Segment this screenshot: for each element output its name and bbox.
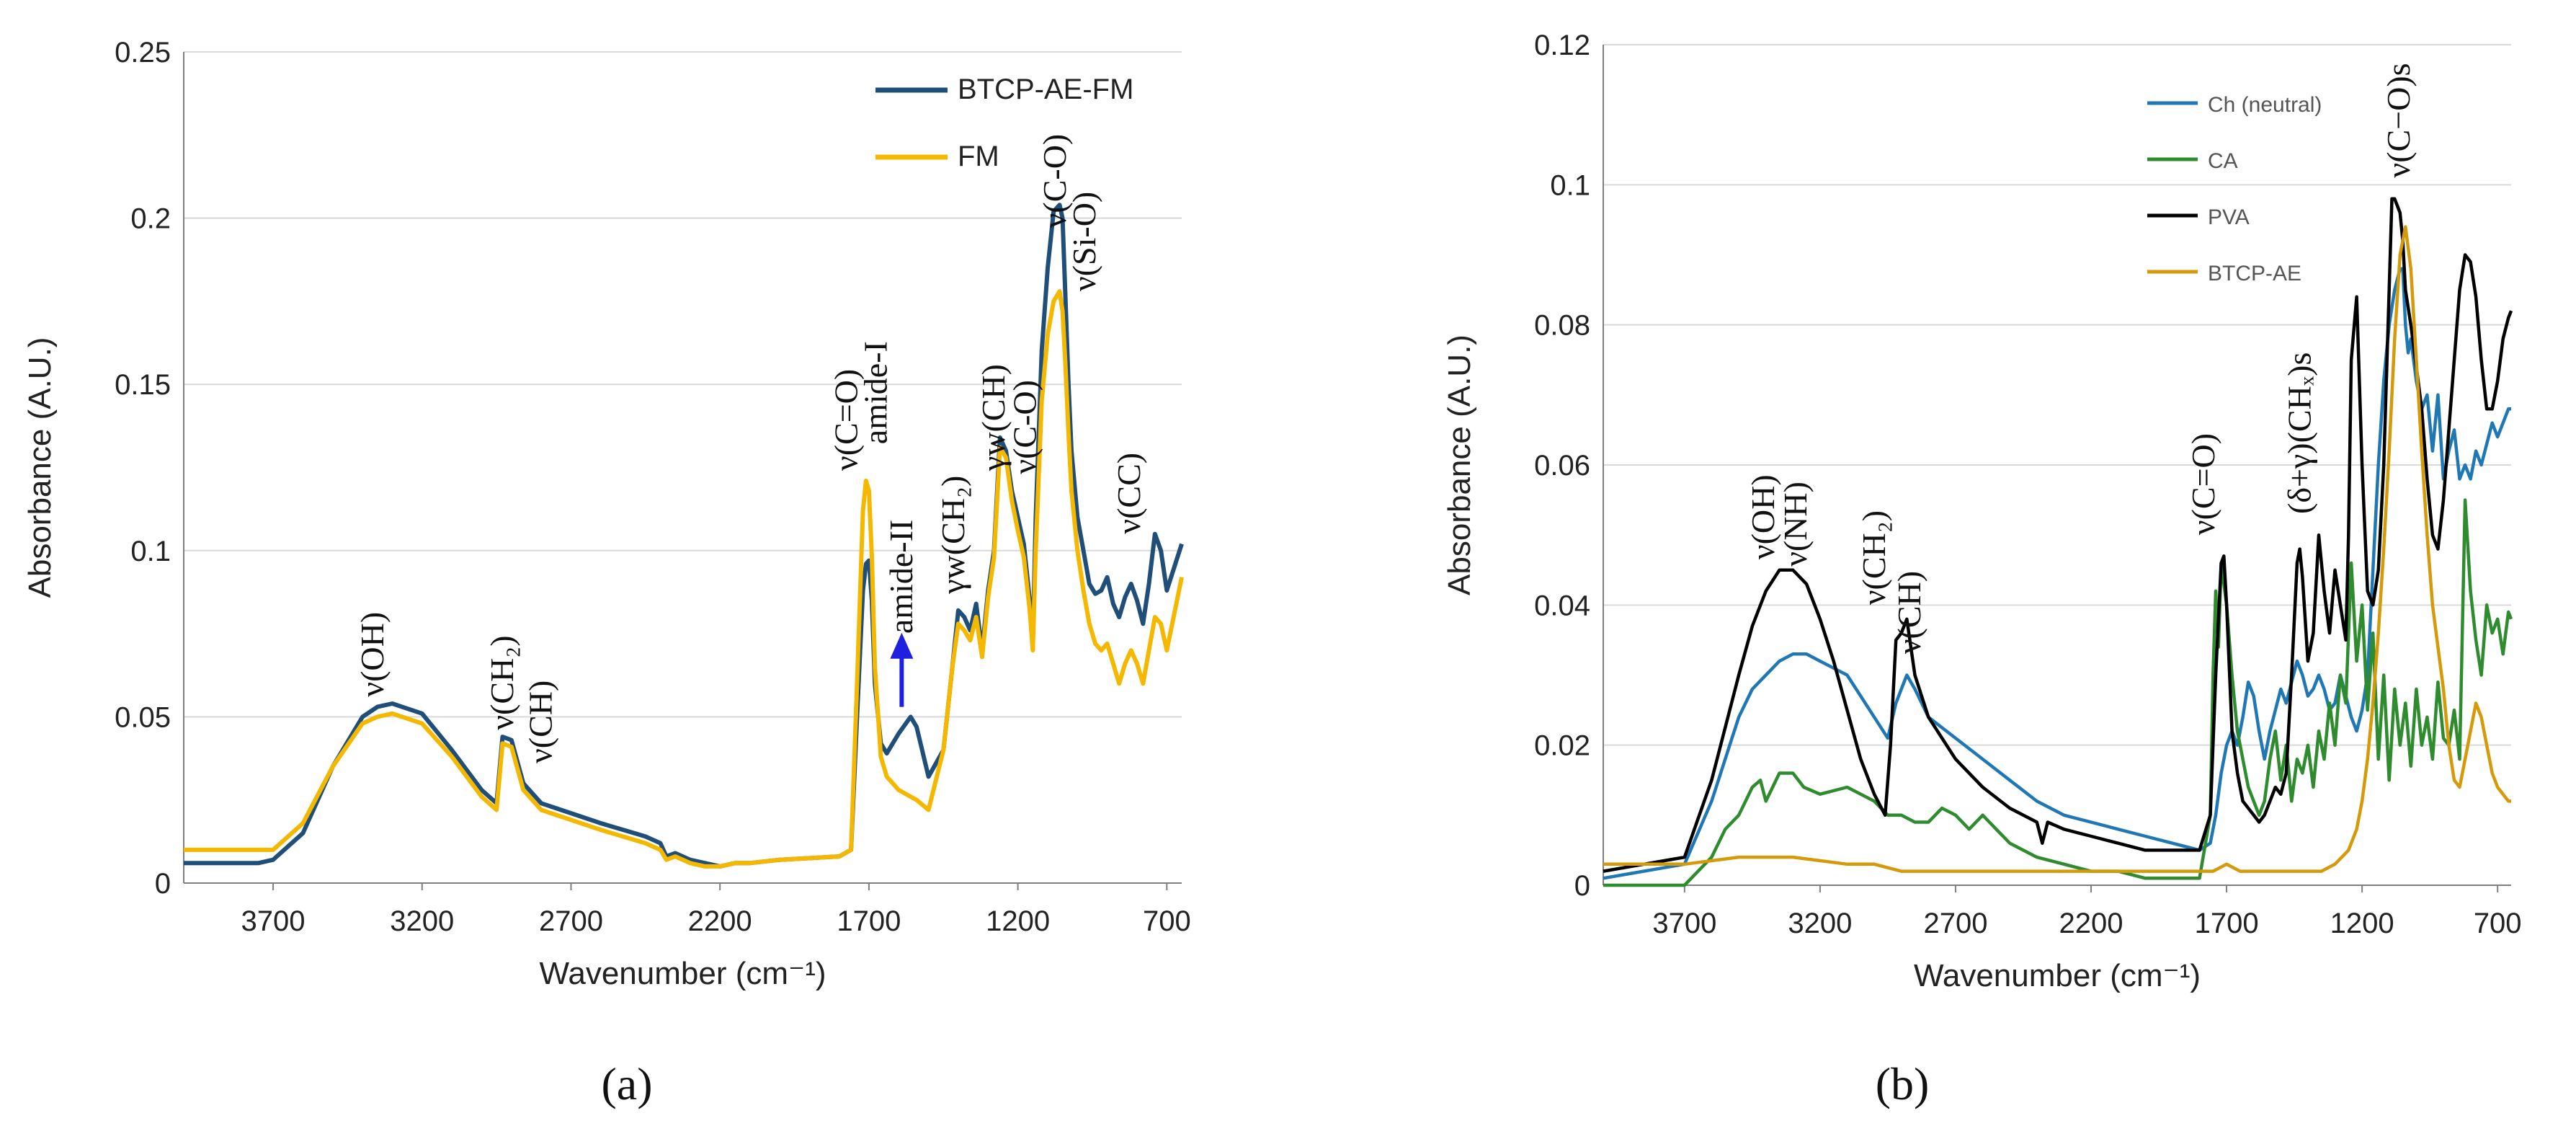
x-tick-label: 1700 — [2195, 908, 2259, 939]
peak-annotation: γw(CH₂) — [935, 476, 971, 595]
x-axis-label: Wavenumber (cm⁻¹) — [1914, 958, 2201, 993]
x-tick-label: 1200 — [986, 905, 1050, 937]
peak-annotation: ν(Si-O) — [1066, 192, 1102, 291]
x-tick-label: 2700 — [1923, 908, 1987, 939]
y-tick-label: 0.15 — [115, 369, 171, 401]
y-tick-label: 0.06 — [1534, 450, 1590, 482]
peak-annotation: amide-I — [857, 341, 894, 444]
x-tick-label: 1700 — [837, 905, 901, 937]
arrow-up-icon — [890, 632, 914, 659]
peak-annotation: ν(CH₂) — [1855, 510, 1892, 605]
y-tick-label: 0.05 — [115, 701, 171, 733]
panel-a: 0 0.05 0.1 0.15 0.2 0.25 3700 3200 2700 2200 1700 1… — [22, 37, 1191, 1109]
peak-annotation: ν(CH) — [522, 681, 559, 763]
legend-label: BTCP-AE — [2208, 262, 2301, 285]
peak-annotation: ν(NH) — [1777, 482, 1814, 567]
y-tick-label: 0.12 — [1534, 30, 1590, 61]
x-tick-label: 3200 — [1788, 908, 1852, 939]
peak-annotation: ν(C-O) — [1036, 134, 1073, 229]
panel-label: (b) — [1876, 1058, 1930, 1109]
y-axis-label: Absorbance (A.U.) — [22, 337, 58, 598]
x-tick-label: 2200 — [688, 905, 752, 937]
y-tick-label: 0 — [1574, 870, 1590, 902]
y-axis-label: Absorbance (A.U.) — [1442, 334, 1477, 595]
x-tick-label: 3200 — [390, 905, 454, 937]
panel-label: (a) — [601, 1058, 652, 1109]
peak-annotation: amide-II — [883, 520, 919, 634]
peak-annotation: ν(CH) — [1891, 571, 1927, 654]
series-line-fm — [184, 289, 1184, 869]
peak-annotation: γw(CH) — [975, 364, 1012, 471]
legend-label: BTCP-AE-FM — [958, 74, 1133, 105]
series-line-ch-neutral- — [1603, 267, 2511, 880]
peak-annotation: (δ+γ)(CHₓ)s — [2281, 353, 2318, 514]
peak-annotation: ν(C-O) — [1006, 380, 1043, 474]
legend-label: PVA — [2208, 205, 2250, 229]
legend-label: Ch (neutral) — [2208, 93, 2322, 117]
y-tick-label: 0.2 — [130, 203, 171, 235]
panel-b: 0 0.02 0.04 0.06 0.08 0.1 0.12 3700 3200 2700 2200… — [1442, 30, 2522, 1109]
series-line-btcp-ae — [1603, 225, 2511, 873]
x-tick-label: 2200 — [2059, 908, 2123, 939]
legend-label: CA — [2208, 149, 2238, 173]
x-tick-label: 700 — [1143, 905, 1191, 937]
x-tick-label: 700 — [2474, 908, 2522, 939]
y-tick-label: 0.1 — [130, 536, 171, 567]
peak-annotation: ν(CH₂) — [483, 635, 520, 730]
y-tick-label: 0.25 — [115, 37, 171, 68]
y-tick-label: 0 — [155, 868, 171, 900]
x-tick-label: 1200 — [2330, 908, 2394, 939]
peak-annotation: ν(OH) — [1744, 474, 1781, 559]
x-tick-label: 2700 — [539, 905, 603, 937]
series-line-ca — [1603, 498, 2513, 887]
y-tick-label: 0.08 — [1534, 310, 1590, 342]
x-axis-label: Wavenumber (cm⁻¹) — [539, 956, 826, 991]
y-tick-label: 0.04 — [1534, 590, 1590, 621]
y-tick-label: 0.1 — [1550, 169, 1590, 201]
series-line-pva — [1603, 197, 2513, 873]
peak-annotation: ν(CC) — [1110, 453, 1147, 534]
y-tick-label: 0.02 — [1534, 730, 1590, 762]
peak-annotation: ν(C=O) — [827, 369, 864, 471]
peak-annotation: ν(C=O) — [2185, 433, 2221, 535]
peak-annotation: ν(C−O)s — [2380, 63, 2417, 177]
x-tick-label: 3700 — [1652, 908, 1716, 939]
x-tick-label: 3700 — [241, 905, 306, 937]
peak-annotation: ν(OH) — [354, 612, 391, 697]
legend-label: FM — [958, 141, 999, 172]
